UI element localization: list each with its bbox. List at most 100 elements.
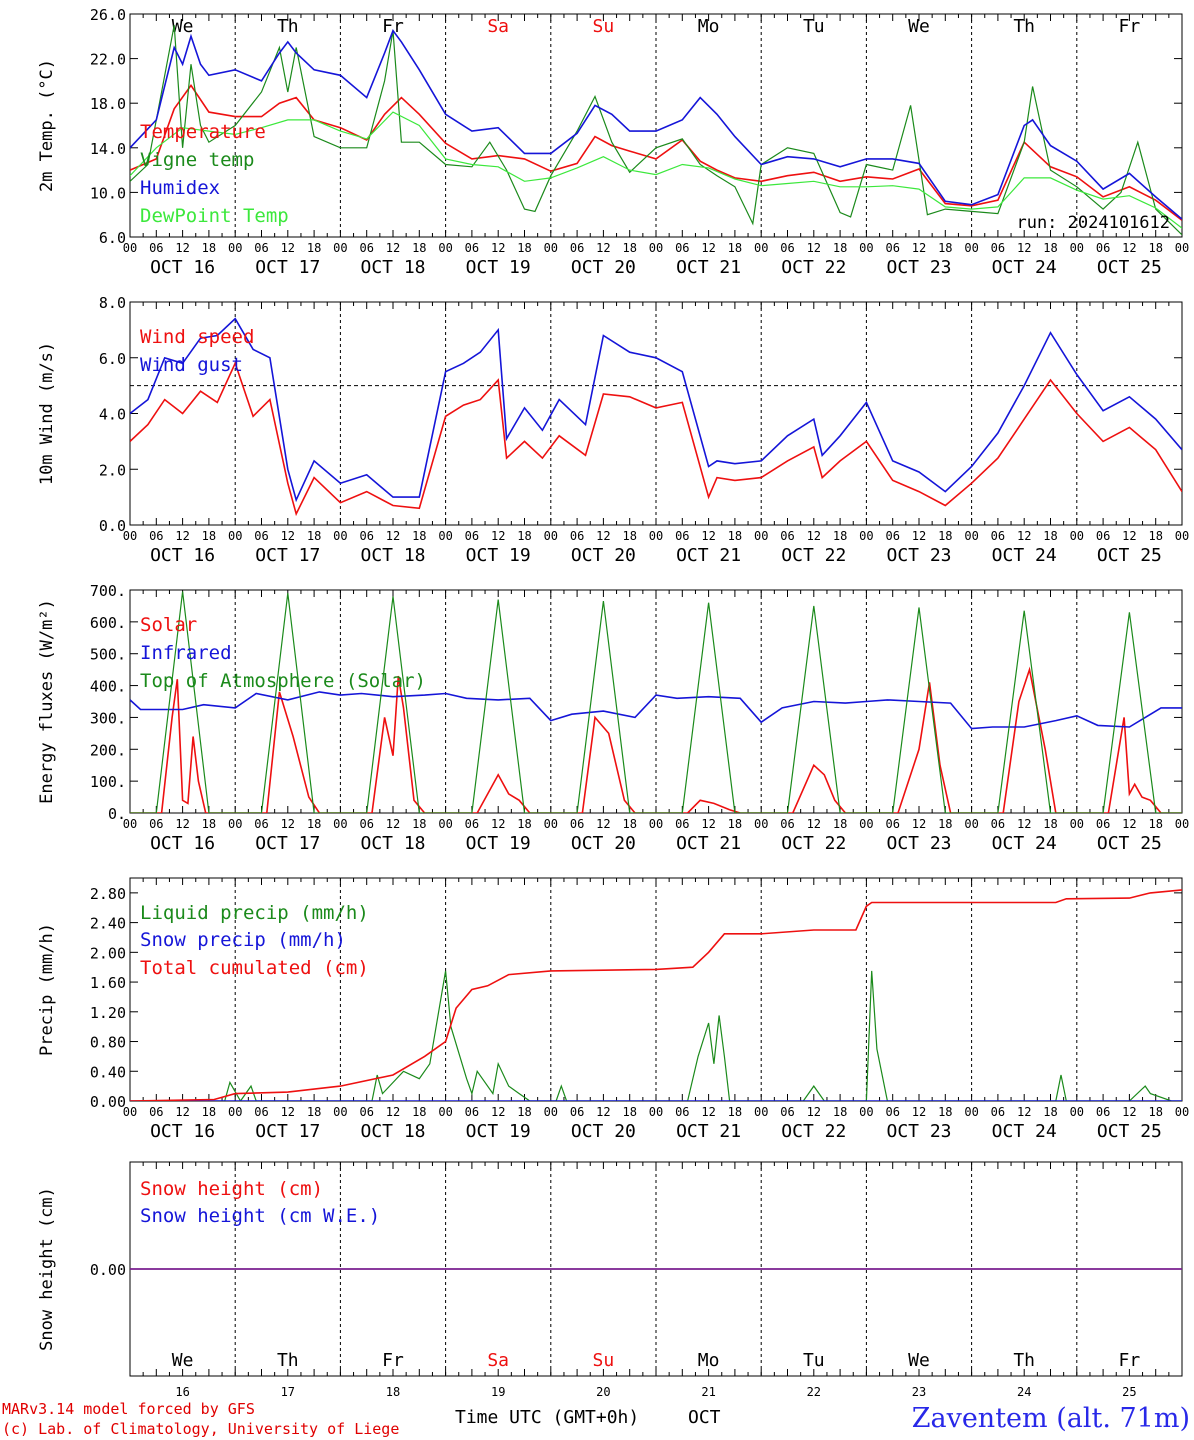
hour-tick-label: 12 bbox=[701, 529, 715, 543]
legend-entry: Total cumulated (cm) bbox=[140, 957, 369, 979]
hour-tick-label: 00 bbox=[438, 529, 452, 543]
date-label: 16 bbox=[175, 1385, 189, 1399]
hour-tick-label: 18 bbox=[1043, 817, 1057, 831]
hour-tick-label: 18 bbox=[202, 529, 216, 543]
hour-tick-label: 06 bbox=[885, 817, 899, 831]
y-tick-label: 6.0 bbox=[99, 229, 126, 247]
day-name-label: Th bbox=[1013, 1350, 1035, 1371]
date-label: OCT 19 bbox=[466, 257, 531, 278]
date-label: 25 bbox=[1122, 1385, 1136, 1399]
panel-5: 0.00 Snow height (cm) We Th Fr Sa Su Mo Tu We Th Fr… bbox=[37, 1161, 1183, 1399]
hour-tick-label: 18 bbox=[1148, 529, 1162, 543]
hour-tick-label: 18 bbox=[938, 817, 952, 831]
hour-tick-label: 00 bbox=[1175, 1105, 1189, 1119]
hour-tick-label: 00 bbox=[1175, 241, 1189, 255]
hour-tick-label: 12 bbox=[701, 1105, 715, 1119]
y-axis-title: Snow height (cm) bbox=[37, 1187, 57, 1351]
legend-entry: Wind gust bbox=[140, 354, 243, 376]
hour-tick-label: 06 bbox=[991, 241, 1005, 255]
day-name-label: Su bbox=[593, 16, 615, 37]
legend-entry: DewPoint Temp bbox=[140, 205, 289, 227]
legend-entry: Temperature bbox=[140, 121, 266, 143]
y-tick-label: 0. bbox=[108, 805, 126, 823]
hour-tick-label: 12 bbox=[596, 817, 610, 831]
hour-tick-label: 18 bbox=[307, 529, 321, 543]
legend-entry: Top of Atmosphere (Solar) bbox=[140, 670, 426, 692]
x-axis-title: Time UTC (GMT+0h) bbox=[455, 1407, 639, 1428]
hour-tick-label: 06 bbox=[149, 241, 163, 255]
hour-tick-label: 12 bbox=[1017, 817, 1031, 831]
day-name-label: Th bbox=[277, 1350, 299, 1371]
series-line-solar bbox=[130, 666, 1182, 813]
day-name-label: Tu bbox=[803, 16, 825, 37]
panel-1: 26.0 22.0 18.0 14.0 10.0 6.0 2m Temp. (°C) We Th… bbox=[37, 6, 1189, 278]
day-name-label: Sa bbox=[487, 1350, 509, 1371]
hour-tick-label: 18 bbox=[202, 1105, 216, 1119]
hour-tick-label: 06 bbox=[991, 529, 1005, 543]
hour-tick-label: 18 bbox=[938, 1105, 952, 1119]
date-label: OCT 25 bbox=[1097, 833, 1162, 854]
date-label: OCT 21 bbox=[676, 833, 741, 854]
hour-tick-label: 12 bbox=[491, 529, 505, 543]
hour-tick-label: 00 bbox=[1070, 817, 1084, 831]
hour-tick-label: 06 bbox=[991, 817, 1005, 831]
date-label: OCT 20 bbox=[571, 833, 636, 854]
panel-4: 2.80 2.40 2.00 1.60 1.20 0.80 0.40 0.00 Precip (… bbox=[37, 877, 1189, 1142]
hour-tick-label: 18 bbox=[202, 241, 216, 255]
date-label: OCT 20 bbox=[571, 257, 636, 278]
y-tick-label: 500. bbox=[90, 646, 126, 664]
hour-tick-label: 12 bbox=[175, 529, 189, 543]
day-name-label: We bbox=[908, 1350, 930, 1371]
run-label: run: 2024101612 bbox=[1016, 213, 1170, 233]
date-label: OCT 25 bbox=[1097, 545, 1162, 566]
hour-tick-label: 12 bbox=[491, 1105, 505, 1119]
hour-tick-label: 06 bbox=[1096, 241, 1110, 255]
hour-tick-label: 12 bbox=[1122, 529, 1136, 543]
legend-entry: Infrared bbox=[140, 642, 232, 664]
date-label: 18 bbox=[386, 1385, 400, 1399]
hour-tick-label: 00 bbox=[544, 241, 558, 255]
day-name-label: We bbox=[172, 1350, 194, 1371]
hour-tick-label: 18 bbox=[1043, 1105, 1057, 1119]
hour-tick-label: 00 bbox=[438, 817, 452, 831]
hour-tick-label: 12 bbox=[386, 529, 400, 543]
date-label: OCT 23 bbox=[886, 833, 951, 854]
y-tick-label: 2.80 bbox=[90, 885, 126, 903]
day-name-label: Fr bbox=[1119, 1350, 1141, 1371]
hour-tick-label: 00 bbox=[649, 241, 663, 255]
hour-tick-label: 00 bbox=[123, 1105, 137, 1119]
date-label: OCT 18 bbox=[360, 257, 425, 278]
hour-tick-label: 00 bbox=[964, 529, 978, 543]
hour-tick-label: 00 bbox=[1070, 241, 1084, 255]
hour-tick-label: 18 bbox=[412, 529, 426, 543]
y-tick-label: 2.40 bbox=[90, 915, 126, 933]
date-label: OCT 22 bbox=[781, 833, 846, 854]
hour-tick-label: 12 bbox=[807, 1105, 821, 1119]
hour-tick-label: 18 bbox=[517, 1105, 531, 1119]
hour-tick-label: 00 bbox=[544, 817, 558, 831]
y-tick-label: 1.60 bbox=[90, 974, 126, 992]
hour-tick-label: 18 bbox=[202, 817, 216, 831]
y-tick-label: 18.0 bbox=[90, 95, 126, 113]
hour-tick-label: 00 bbox=[754, 241, 768, 255]
date-label: 22 bbox=[807, 1385, 821, 1399]
y-axis-title: 2m Temp. (°C) bbox=[37, 59, 57, 192]
date-label: OCT 25 bbox=[1097, 257, 1162, 278]
hour-tick-label: 12 bbox=[281, 1105, 295, 1119]
date-label: OCT 21 bbox=[676, 257, 741, 278]
y-tick-label: 0.80 bbox=[90, 1034, 126, 1052]
series-line-liquid-precip-mm-h- bbox=[130, 970, 1182, 1101]
hour-tick-label: 00 bbox=[123, 817, 137, 831]
day-name-label: Th bbox=[277, 16, 299, 37]
date-label: OCT 24 bbox=[992, 257, 1057, 278]
date-label: 17 bbox=[281, 1385, 295, 1399]
hour-tick-label: 12 bbox=[386, 817, 400, 831]
hour-tick-label: 18 bbox=[1148, 1105, 1162, 1119]
hour-tick-label: 00 bbox=[544, 529, 558, 543]
x-axis-month: OCT bbox=[688, 1407, 721, 1428]
date-label: OCT 16 bbox=[150, 257, 215, 278]
hour-tick-label: 18 bbox=[517, 817, 531, 831]
y-tick-label: 22.0 bbox=[90, 51, 126, 69]
date-label: OCT 21 bbox=[676, 1121, 741, 1142]
